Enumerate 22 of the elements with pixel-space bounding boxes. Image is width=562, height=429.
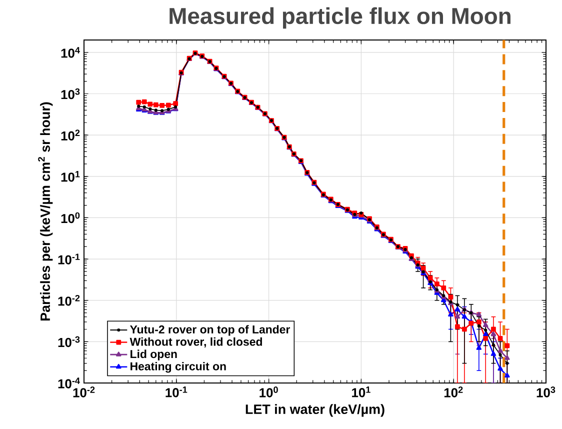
x-tick-label: 10$^{-2}$ [73, 386, 95, 398]
legend-label: Yutu-2 rover on top of Lander [130, 325, 290, 336]
chart-title: Measured particle flux on Moon [170, 7, 510, 29]
y-tick-label: 10$^{-3}$ [58, 336, 80, 348]
legend-label: Heating circuit on [130, 362, 226, 373]
x-tick-label: 10$^{-1}$ [166, 386, 188, 398]
legend-label: Lid open [130, 350, 177, 360]
y-tick-label: 10$^{0}$ [61, 212, 80, 224]
y-tick-label: 10$^{1}$ [61, 171, 80, 182]
y-axis-title: Particles per (keV/µm cm$^{2}$ sr hour) [38, 102, 53, 320]
y-tick-label: 10$^{-2}$ [58, 294, 80, 306]
legend-label: Without rover, lid closed [130, 337, 262, 348]
x-axis-title: LET in water (keV/µm) [246, 404, 384, 417]
y-tick-label: 10$^{4}$ [61, 47, 80, 58]
y-tick-label: 10$^{3}$ [61, 88, 80, 100]
y-tick-label: 10$^{-4}$ [58, 378, 80, 388]
x-tick-label: 10$^{3}$ [536, 386, 556, 398]
x-tick-label: 10$^{0}$ [260, 386, 278, 398]
x-tick-label: 10$^{2}$ [444, 386, 463, 398]
y-tick-label: 10$^{2}$ [61, 130, 80, 140]
y-tick-label: 10$^{-1}$ [58, 254, 80, 264]
x-tick-label: 10$^{1}$ [352, 386, 370, 398]
